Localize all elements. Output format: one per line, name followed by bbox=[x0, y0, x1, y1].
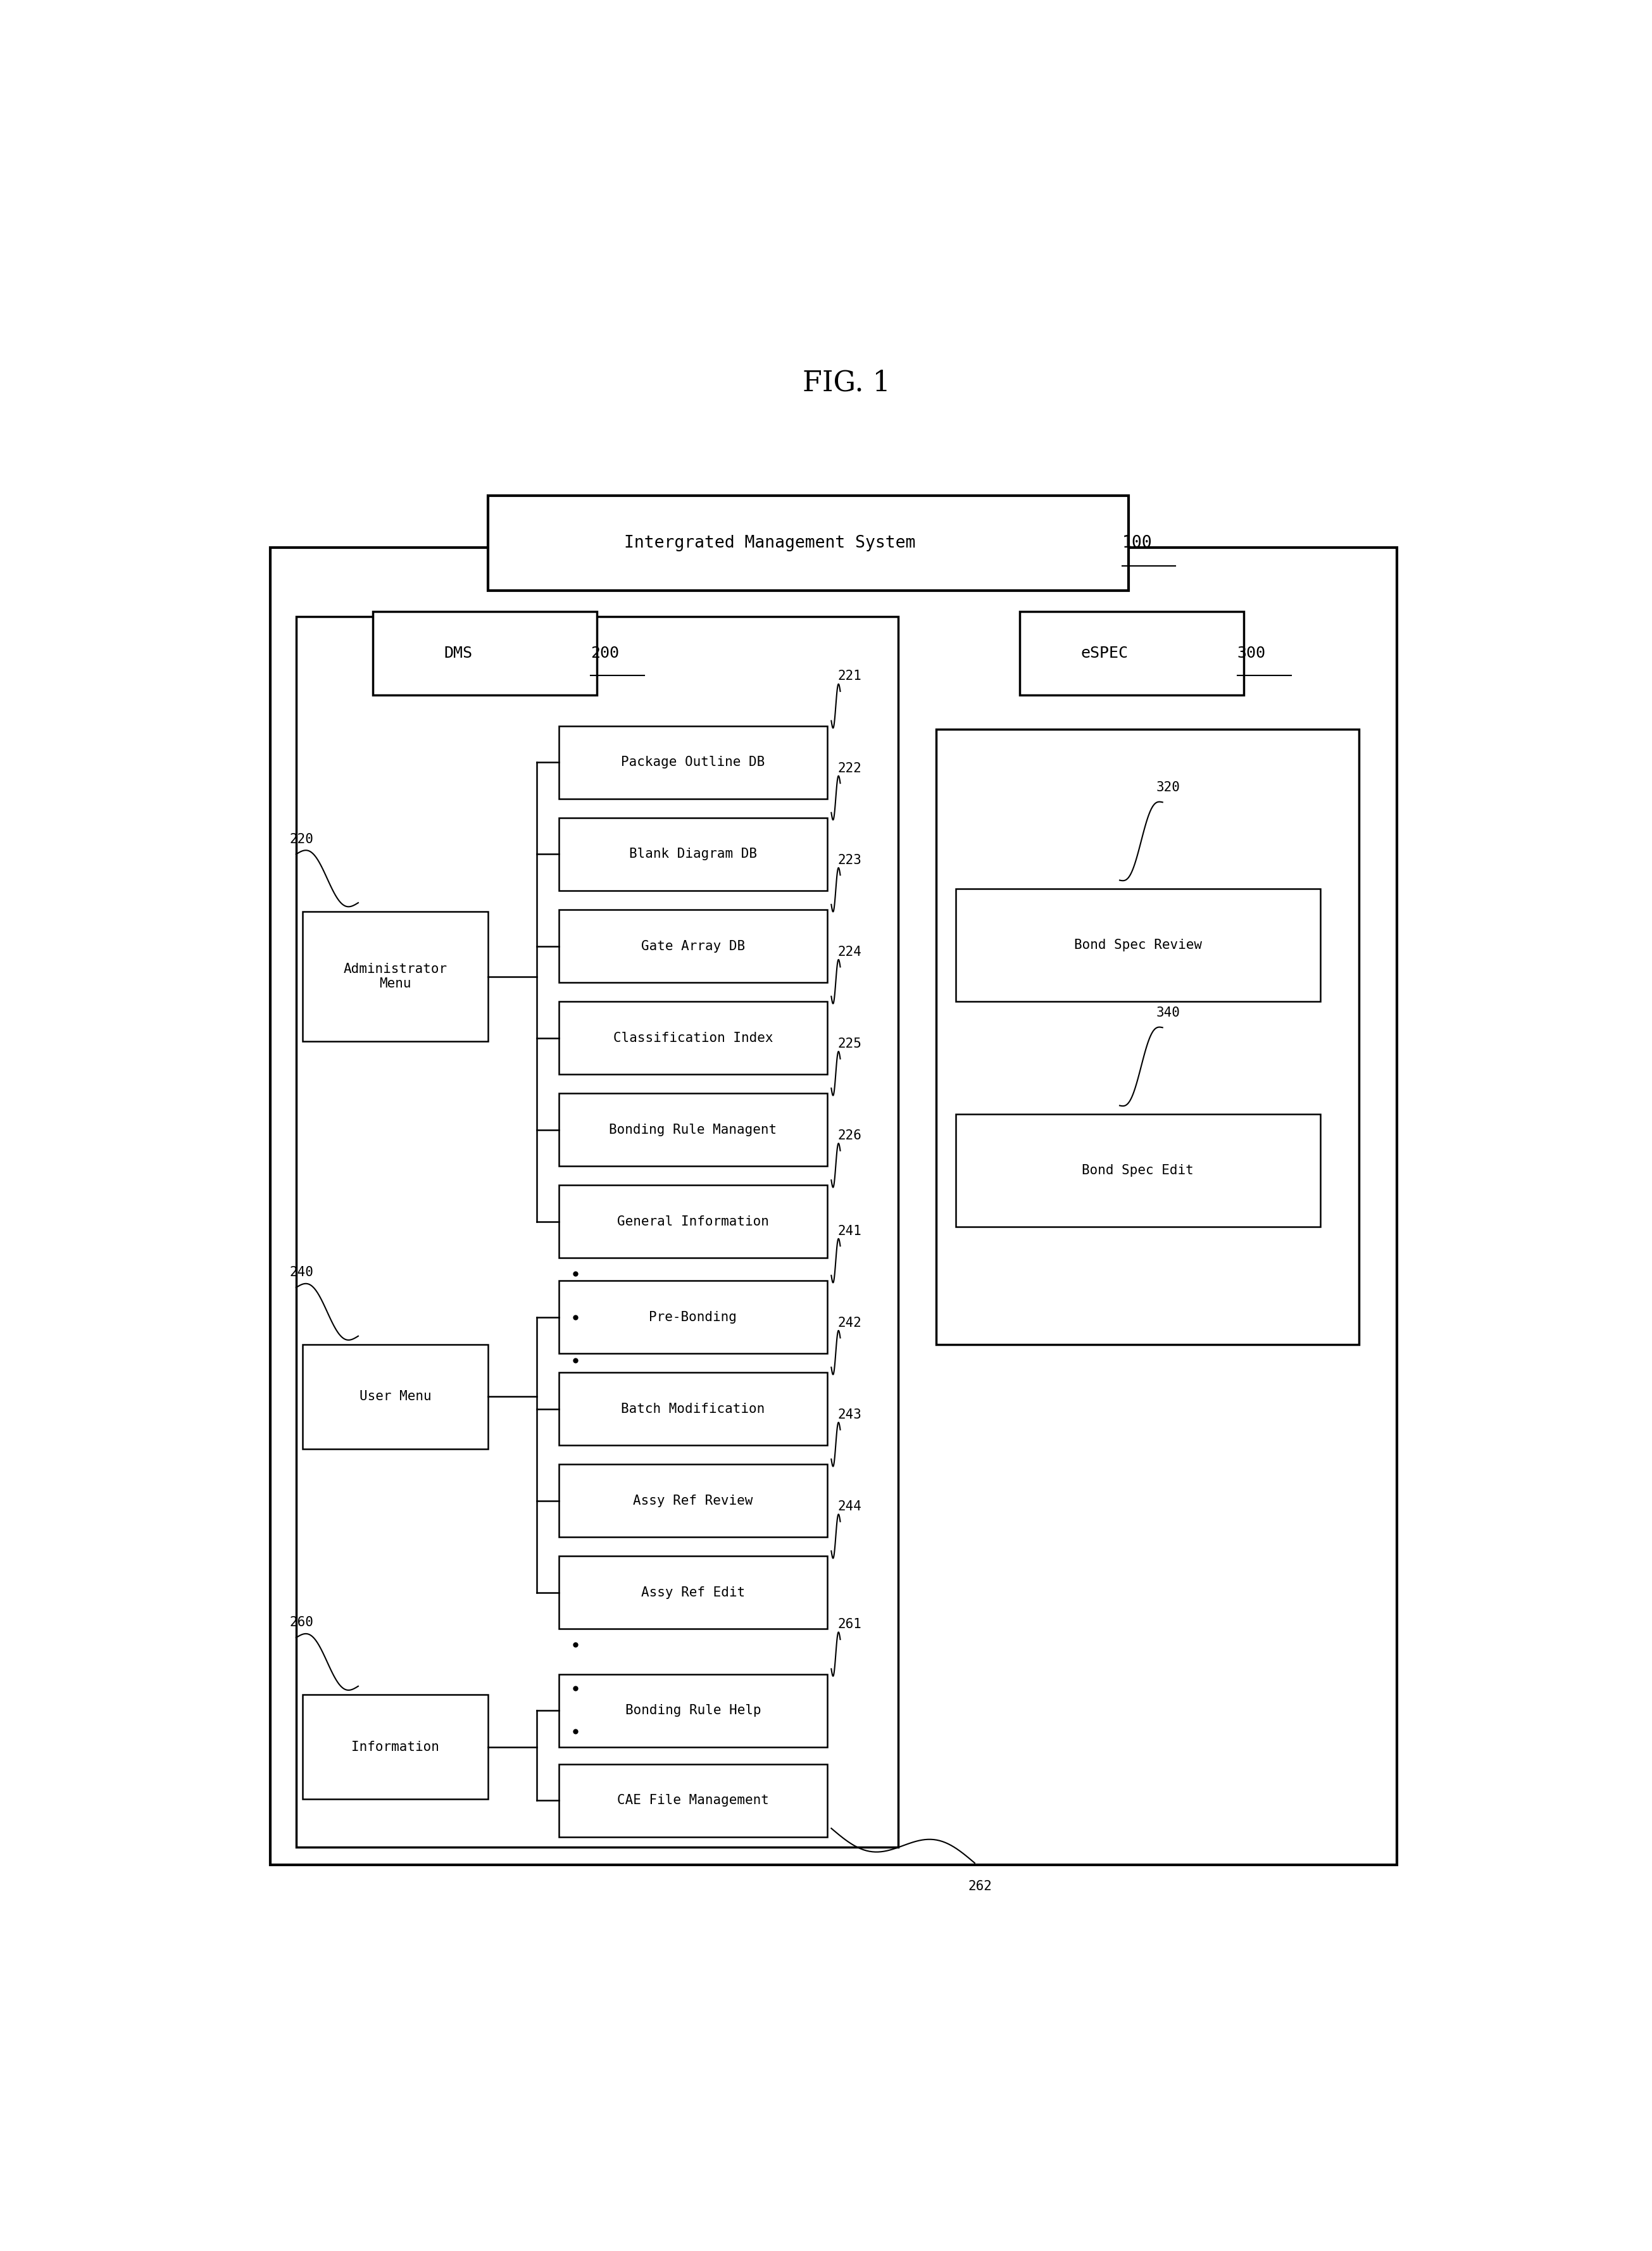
Text: Bond Spec Edit: Bond Spec Edit bbox=[1082, 1164, 1194, 1177]
Text: Blank Diagram DB: Blank Diagram DB bbox=[629, 849, 757, 860]
Text: 320: 320 bbox=[1156, 781, 1180, 795]
Text: 224: 224 bbox=[838, 945, 862, 959]
Bar bbox=[558, 1281, 828, 1353]
Bar bbox=[558, 1373, 828, 1445]
Bar bbox=[558, 1465, 828, 1537]
Text: Bonding Rule Managent: Bonding Rule Managent bbox=[610, 1123, 776, 1137]
Text: 262: 262 bbox=[968, 1880, 993, 1893]
Bar bbox=[296, 617, 899, 1848]
Text: Classification Index: Classification Index bbox=[613, 1031, 773, 1044]
Text: 200: 200 bbox=[591, 646, 620, 662]
Bar bbox=[302, 912, 489, 1042]
Bar bbox=[955, 1114, 1320, 1227]
Bar bbox=[558, 1765, 828, 1837]
Bar bbox=[558, 1094, 828, 1166]
Text: Pre-Bonding: Pre-Bonding bbox=[649, 1310, 737, 1324]
Text: Package Outline DB: Package Outline DB bbox=[621, 756, 765, 768]
Text: 261: 261 bbox=[838, 1618, 862, 1630]
Text: 221: 221 bbox=[838, 671, 862, 682]
Bar bbox=[558, 817, 828, 891]
Bar bbox=[271, 547, 1398, 1864]
Text: FIG. 1: FIG. 1 bbox=[803, 369, 890, 396]
Text: 241: 241 bbox=[838, 1225, 862, 1238]
Text: DMS: DMS bbox=[444, 646, 472, 662]
Bar bbox=[558, 1186, 828, 1258]
Bar bbox=[489, 495, 1128, 590]
Bar bbox=[955, 889, 1320, 1002]
Text: eSPEC: eSPEC bbox=[1080, 646, 1128, 662]
Text: 340: 340 bbox=[1156, 1006, 1180, 1020]
Text: 226: 226 bbox=[838, 1130, 862, 1141]
Bar bbox=[1019, 612, 1244, 696]
Text: Intergrated Management System: Intergrated Management System bbox=[624, 536, 915, 551]
Text: 260: 260 bbox=[289, 1616, 314, 1630]
Text: Bonding Rule Help: Bonding Rule Help bbox=[624, 1704, 762, 1718]
Text: Gate Array DB: Gate Array DB bbox=[641, 939, 745, 952]
Text: 223: 223 bbox=[838, 853, 862, 867]
Text: 240: 240 bbox=[289, 1267, 314, 1279]
Text: 242: 242 bbox=[838, 1317, 862, 1328]
Text: Information: Information bbox=[352, 1740, 439, 1754]
Text: Batch Modification: Batch Modification bbox=[621, 1402, 765, 1416]
Text: 300: 300 bbox=[1237, 646, 1265, 662]
Text: 243: 243 bbox=[838, 1409, 862, 1420]
Text: User Menu: User Menu bbox=[360, 1391, 431, 1402]
Text: Bond Spec Review: Bond Spec Review bbox=[1074, 939, 1203, 952]
Text: CAE File Management: CAE File Management bbox=[618, 1794, 768, 1808]
Bar bbox=[937, 729, 1358, 1344]
Bar bbox=[558, 1555, 828, 1630]
Bar bbox=[302, 1344, 489, 1450]
Text: Assy Ref Review: Assy Ref Review bbox=[633, 1495, 753, 1508]
Text: 225: 225 bbox=[838, 1038, 862, 1049]
Text: 222: 222 bbox=[838, 761, 862, 774]
Text: 244: 244 bbox=[838, 1499, 862, 1513]
Text: 100: 100 bbox=[1122, 536, 1151, 551]
Bar bbox=[558, 727, 828, 799]
Text: Assy Ref Edit: Assy Ref Edit bbox=[641, 1587, 745, 1598]
Bar bbox=[373, 612, 596, 696]
Bar bbox=[302, 1695, 489, 1799]
Bar bbox=[558, 1002, 828, 1074]
Bar bbox=[558, 1675, 828, 1747]
Text: Administrator
Menu: Administrator Menu bbox=[344, 963, 448, 990]
Bar bbox=[558, 909, 828, 981]
Text: 220: 220 bbox=[289, 833, 314, 846]
Text: General Information: General Information bbox=[618, 1216, 768, 1229]
